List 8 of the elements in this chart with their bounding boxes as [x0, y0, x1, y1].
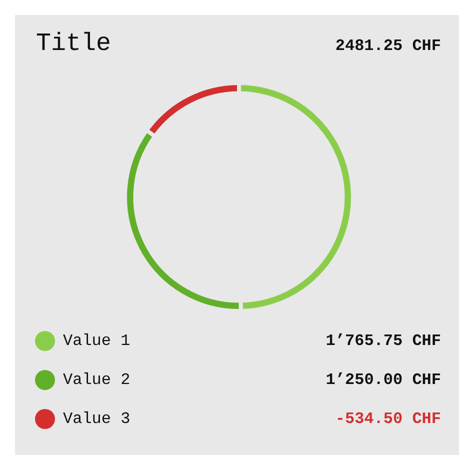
- text: 2481.25 CHF: [335, 37, 441, 55]
- legend-label: Value 1: [63, 332, 130, 350]
- text: 1’250.00 CHF: [326, 371, 441, 389]
- legend-label: Value 2: [63, 371, 130, 389]
- text: 1’765.75 CHF: [326, 332, 441, 350]
- text: -534.50 CHF: [335, 410, 441, 428]
- legend-label: Value 3: [63, 410, 130, 428]
- chart-title: Title: [36, 29, 112, 58]
